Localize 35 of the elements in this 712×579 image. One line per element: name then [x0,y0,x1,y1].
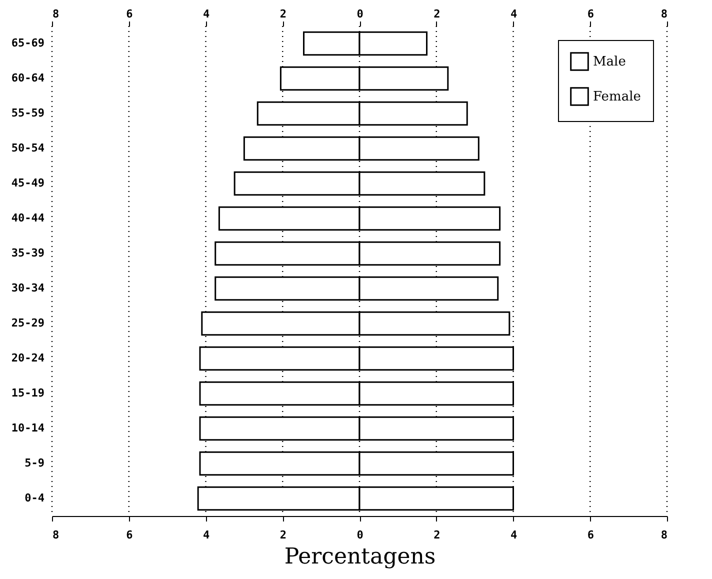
y-tick-label: 40-44 [11,212,45,224]
y-tick-label: 10-14 [11,422,45,434]
x2-tick-label: 4 [510,528,518,542]
x2-tick-label: 8 [660,528,668,542]
y-tick-label: 20-24 [11,352,45,364]
x2-tick-label: 6 [587,528,594,542]
x-tick-label: 0 [356,8,364,20]
x-tick-label: 6 [126,8,134,20]
x-axis-title: Percentagens [284,544,436,570]
x2-tick-label: 2 [434,528,440,542]
x-tick-label: 6 [587,8,594,20]
x-tick-label: 2 [280,8,286,20]
y-tick-label: 50-54 [11,142,45,154]
y-tick-label: 15-19 [11,386,44,400]
y-tick-label: 30-34 [11,282,45,294]
y-tick-label: 45-49 [11,176,44,190]
legend-label: Female [593,90,642,104]
x2-tick-label: 4 [202,528,210,542]
y-tick-label: 65-69 [11,36,44,50]
x-tick-label: 4 [510,8,518,20]
x2-tick-label: 0 [356,528,364,542]
x-tick-label: 2 [434,8,440,20]
x2-tick-label: 8 [52,528,60,542]
x2-tick-label: 2 [280,528,286,542]
legend-label: Male [593,54,626,70]
y-tick-label: 5-9 [24,456,44,470]
y-tick-label: 35-39 [11,246,44,260]
y-tick-label: 0-4 [24,492,45,504]
x-tick-label: 4 [202,8,210,20]
x-tick-label: 8 [52,8,60,20]
x-tick-label: 8 [660,8,668,20]
y-tick-label: 60-64 [11,72,45,84]
y-tick-label: 25-29 [11,316,44,330]
y-tick-label: 55-59 [11,106,44,120]
x2-tick-label: 6 [126,528,134,542]
